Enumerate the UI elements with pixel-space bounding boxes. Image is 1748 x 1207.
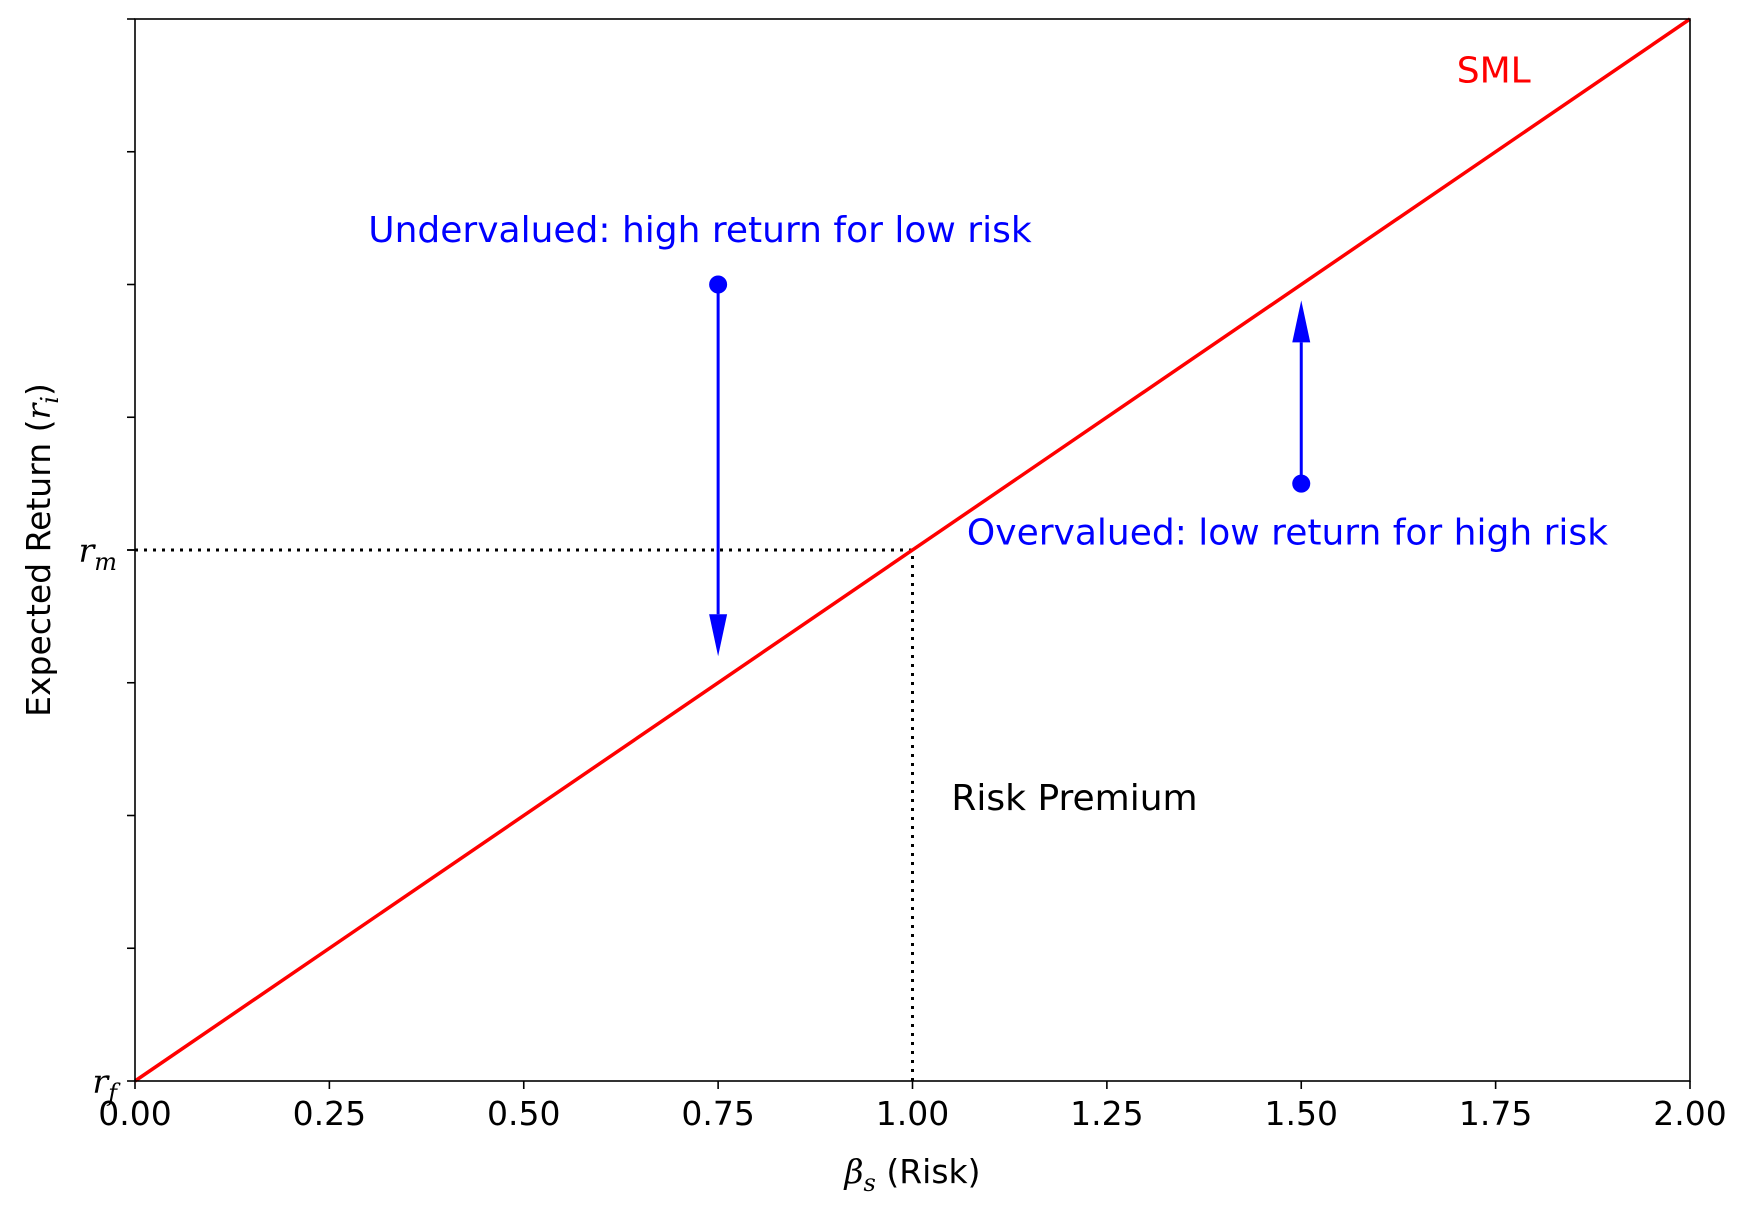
x-axis-symbol: β [842,1152,863,1191]
y-axis-text: Expected Return ( [19,420,58,717]
y-tick-subscript: m [94,548,117,576]
annotation: Overvalued: low return for high risk [967,513,1608,554]
y-axis-label: Expected Return (ri) [19,383,64,717]
ticks-layer [127,18,1691,1089]
x-axis-subscript: s [864,1169,876,1197]
x-tick-label: 2.00 [1653,1094,1726,1133]
arrow-head [1292,300,1311,343]
x-tick-label: 1.25 [1070,1094,1143,1133]
data-point [1292,474,1311,493]
y-tick-symbol: r [78,531,96,570]
marks-layer [709,275,1311,657]
y-axis-close: ) [19,383,58,396]
annotation: Undervalued: high return for low risk [368,210,1032,251]
plot-frame [134,18,1691,1082]
annotation: SML [1457,51,1531,92]
x-tick-label: 0.75 [681,1094,754,1133]
x-axis-label: βs (Risk) [842,1152,980,1197]
x-tick-label: 1.75 [1459,1094,1532,1133]
x-tick-label: 1.00 [876,1094,949,1133]
lines-layer [134,17,1691,1083]
y-axis-symbol: r [19,402,58,420]
data-point [709,275,728,294]
y-tick-label: rm [78,531,117,576]
y-axis-subscript: i [36,396,64,404]
y-tick-symbol: r [92,1062,110,1101]
annotation: Risk Premium [951,778,1197,819]
x-tick-label: 0.50 [487,1094,560,1133]
x-tick-label: 0.25 [293,1094,366,1133]
arrow-head [709,614,728,657]
x-tick-label: 1.50 [1265,1094,1338,1133]
series-line-sml [134,17,1691,1083]
labels-layer: 0.00 0.25 0.50 0.75 1.00 1.25 1.50 1.75 2.00rfrm… [19,51,1727,1197]
x-tick-label: 0.00 [98,1094,171,1133]
x-axis-text: (Risk) [876,1152,981,1191]
